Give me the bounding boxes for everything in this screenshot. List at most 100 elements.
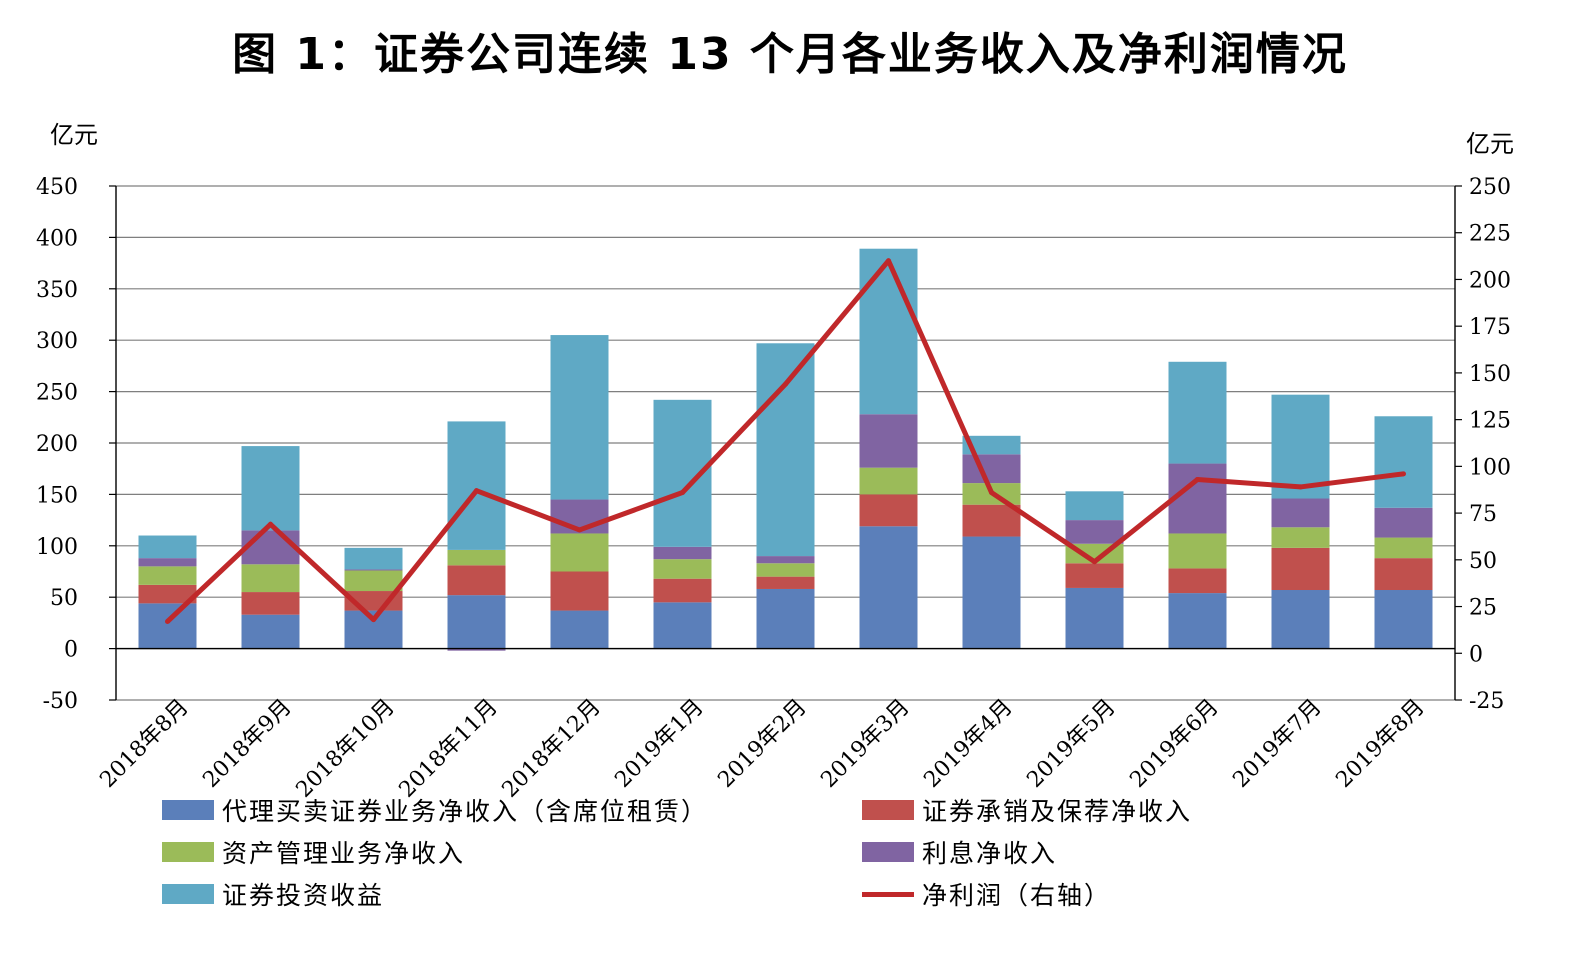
bar-segment [1168,593,1227,649]
x-axis-category-label: 2019年2月 [713,695,811,793]
net-profit-point [989,490,994,496]
legend-swatch [862,891,914,897]
left-axis-tick-label: 300 [36,329,78,354]
bar-segment [1374,558,1433,591]
bar-segment [1065,563,1124,588]
left-axis-tick-label: 100 [36,535,78,560]
x-axis-category-label: 2019年6月 [1125,695,1223,793]
x-axis-category-label: 2019年3月 [816,695,914,793]
x-axis-category-label: 2018年10月 [292,695,400,803]
legend-label: 证券承销及保荐净收入 [922,797,1193,826]
x-axis-category-label: 2018年12月 [498,695,606,803]
x-axis-category-label: 2019年4月 [919,695,1017,793]
legend-label: 证券投资收益 [222,881,385,910]
net-profit-point [1092,559,1097,565]
bar-segment [550,571,609,611]
net-profit-point [165,618,170,624]
bar-segment [756,556,815,564]
bar-segment [1374,416,1433,508]
net-profit-point [371,617,376,623]
net-profit-point [474,488,479,494]
bar-segment [241,614,300,649]
bar-segment [138,535,197,559]
bar-segment [138,603,197,649]
line-series-group [165,258,1406,624]
left-axis-tick-label: 50 [50,586,78,611]
bar-segment [653,578,712,603]
x-axis-category-label: 2019年8月 [1331,695,1429,793]
bar-segment [1168,463,1227,534]
right-axis-tick-label: -25 [1469,689,1504,714]
bar-segment [859,248,918,415]
right-axis-tick-label: 25 [1469,596,1497,621]
legend-label: 资产管理业务净收入 [222,839,466,868]
right-axis-tick-label: 200 [1469,268,1511,293]
bar-segment [344,569,403,571]
legend-item-asset-management: 资产管理业务净收入 [162,834,465,870]
net-profit-point [1298,484,1303,490]
net-profit-point [783,381,788,387]
bar-segment [241,592,300,615]
bar-segment [241,530,300,565]
right-axis-tick-label: 0 [1469,642,1483,667]
right-axis-tick-label: 125 [1469,409,1511,434]
legend-swatch [162,842,214,862]
right-axis-tick-label: 150 [1469,362,1511,387]
bar-segment [447,595,506,649]
net-profit-point [680,490,685,496]
right-axis-tick-label: 225 [1469,222,1511,247]
bar-segment [138,584,197,604]
bar-segment [447,565,506,596]
legend-swatch [162,800,214,820]
bar-segment [550,533,609,572]
right-axis-tick-label: 50 [1469,549,1497,574]
bar-segment [1065,491,1124,521]
legend: 代理买卖证券业务净收入（含席位租赁） 资产管理业务净收入 证券投资收益 证券承销… [162,792,1422,922]
left-axis-tick-label: 450 [36,175,78,200]
legend-label: 净利润（右轴） [922,881,1112,910]
right-axis-tick-label: 250 [1469,175,1511,200]
net-profit-point [577,527,582,533]
legend-label: 利息净收入 [922,839,1058,868]
left-axis-tick-label: 350 [36,278,78,303]
bar-segment [1374,507,1433,538]
left-axis-tick-label: 200 [36,432,78,457]
bar-segment [1168,568,1227,594]
bar-segment [1271,527,1330,548]
bar-segment [653,546,712,560]
bar-segment [962,435,1021,455]
bar-segment [859,494,918,527]
bar-segment [859,526,918,649]
bar-segment [447,648,506,651]
bar-segment [344,547,403,570]
x-axis-category-label: 2019年5月 [1022,695,1120,793]
x-axis-category-label: 2018年9月 [198,695,296,793]
right-axis-tick-label: 175 [1469,315,1511,340]
bar-segment [1065,520,1124,544]
left-axis-unit: 亿元 [50,121,98,149]
bar-segment [962,504,1021,537]
bar-segment [344,570,403,592]
left-axis-tick-label: 0 [64,638,78,663]
x-axis-category-label: 2019年1月 [610,695,708,793]
right-axis-unit: 亿元 [1466,130,1514,158]
left-axis-tick-label: -50 [43,689,78,714]
legend-item-interest: 利息净收入 [862,834,1057,870]
net-profit-point [1195,476,1200,482]
legend-swatch [162,884,214,904]
bar-segment [1374,537,1433,559]
left-axis-tick-label: 150 [36,483,78,508]
bar-segment [550,610,609,649]
x-axis-category-label: 2018年11月 [395,695,503,803]
net-profit-point [1401,471,1406,477]
bar-segment [653,602,712,649]
x-axis-category-label: 2018年8月 [95,695,193,793]
bar-series-group [138,248,1433,651]
left-axis-tick-label: 250 [36,381,78,406]
legend-item-brokerage: 代理买卖证券业务净收入（含席位租赁） [162,792,708,828]
bar-segment [859,414,918,468]
bar-segment [756,576,815,589]
bar-segment [1271,590,1330,649]
bar-segment [550,335,609,500]
